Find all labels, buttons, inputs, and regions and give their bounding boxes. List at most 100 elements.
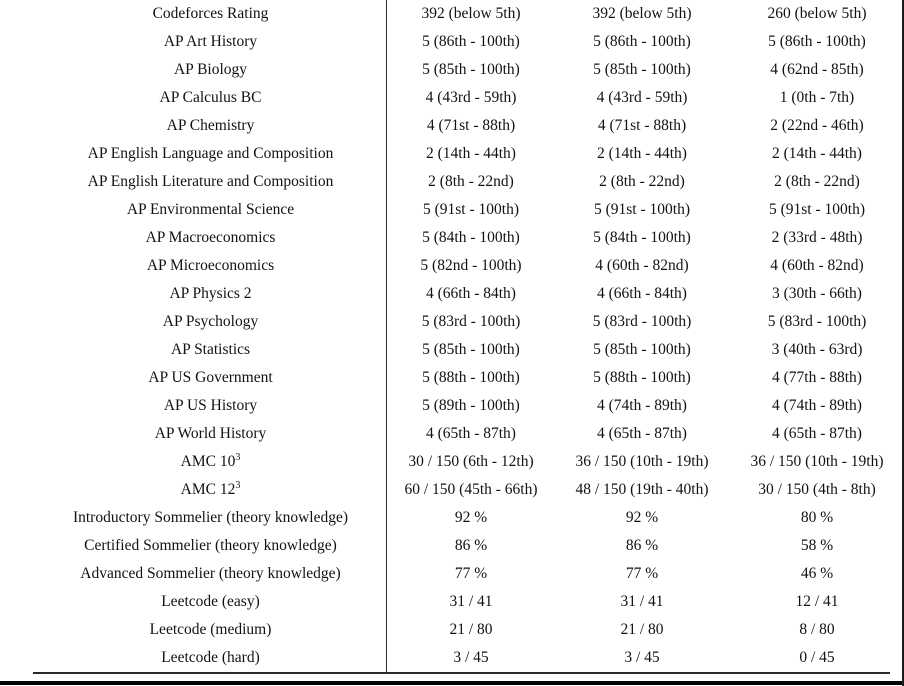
- table-row: AP English Language and Composition 2 (1…: [0, 140, 904, 168]
- exam-name-text: AP US Government: [148, 369, 273, 386]
- footnote-marker: 3: [235, 479, 241, 491]
- value-cell: 4 (71st - 88th): [597, 117, 687, 134]
- value-cell: 36 / 150 (10th - 19th): [750, 453, 884, 470]
- table-row: Leetcode (easy) 31 / 41 31 / 41 12 / 41: [0, 588, 904, 616]
- value-cell: 5 (84th - 100th): [593, 229, 691, 246]
- row-label-cell: Advanced Sommelier (theory knowledge): [0, 560, 388, 588]
- value-cell: 92 %: [625, 509, 659, 526]
- value-cell: 5 (83rd - 100th): [421, 313, 521, 330]
- value-cell: 4 (43rd - 59th): [596, 89, 688, 106]
- value-cell: 4 (65th - 87th): [597, 425, 687, 442]
- exam-results-table: Codeforces Rating 392 (below 5th) 392 (b…: [0, 0, 904, 672]
- value-cell: 5 (84th - 100th): [422, 229, 520, 246]
- table-row: AP Microeconomics 5 (82nd - 100th) 4 (60…: [0, 252, 904, 280]
- value-cell: 2 (14th - 44th): [597, 145, 687, 162]
- value-cell: 3 (30th - 66th): [772, 285, 862, 302]
- table-row: AP English Literature and Composition 2 …: [0, 168, 904, 196]
- value-cell: 4 (71st - 88th): [426, 117, 516, 134]
- value-cell: 4 (66th - 84th): [597, 285, 687, 302]
- value-cell: 3 (40th - 63rd): [771, 341, 863, 358]
- row-label-cell: AP Chemistry: [0, 112, 388, 140]
- exam-name-text: AP Macroeconomics: [145, 229, 276, 246]
- row-label-cell: Certified Sommelier (theory knowledge): [0, 532, 388, 560]
- row-label-cell: AP US History: [0, 392, 388, 420]
- value-cell: 4 (62nd - 85th): [770, 61, 864, 78]
- value-cell: 8 / 80: [799, 621, 835, 638]
- value-cell: 4 (74th - 89th): [597, 397, 687, 414]
- table-row: AP Calculus BC 4 (43rd - 59th) 4 (43rd -…: [0, 84, 904, 112]
- value-cell: 36 / 150 (10th - 19th): [575, 453, 709, 470]
- value-cell: 5 (85th - 100th): [593, 61, 691, 78]
- value-cell: 5 (89th - 100th): [422, 397, 520, 414]
- table-row: AP Physics 2 4 (66th - 84th) 4 (66th - 8…: [0, 280, 904, 308]
- value-cell: 2 (33rd - 48th): [771, 229, 863, 246]
- value-cell: 12 / 41: [795, 593, 839, 610]
- value-cell: 31 / 41: [449, 593, 493, 610]
- value-cell: 5 (88th - 100th): [422, 369, 520, 386]
- table-row: AP Art History 5 (86th - 100th) 5 (86th …: [0, 28, 904, 56]
- exam-name-text: AP Biology: [173, 61, 248, 78]
- value-cell: 2 (8th - 22nd): [774, 173, 860, 190]
- value-cell: 2 (22nd - 46th): [770, 117, 864, 134]
- value-cell: 4 (77th - 88th): [772, 369, 862, 386]
- exam-name-text: AP English Language and Composition: [87, 145, 334, 162]
- value-cell: 4 (66th - 84th): [426, 285, 516, 302]
- value-cell: 3 / 45: [624, 649, 660, 666]
- value-cell: 0 / 45: [799, 649, 835, 666]
- value-cell: 1 (0th - 7th): [779, 89, 855, 106]
- value-cell: 30 / 150 (6th - 12th): [408, 453, 534, 470]
- value-cell: 260 (below 5th): [767, 5, 867, 22]
- table-row: AP Psychology 5 (83rd - 100th) 5 (83rd -…: [0, 308, 904, 336]
- exam-name-text: AP Psychology: [162, 313, 259, 330]
- value-cell: 5 (86th - 100th): [593, 33, 691, 50]
- row-label-cell: AMC 103: [0, 448, 388, 476]
- value-cell: 30 / 150 (4th - 8th): [758, 481, 876, 498]
- exam-name-text: AP Chemistry: [166, 117, 255, 134]
- exam-name-text: AP Microeconomics: [146, 257, 275, 274]
- table-row: Leetcode (medium) 21 / 80 21 / 80 8 / 80: [0, 616, 904, 644]
- value-cell: 77 %: [625, 565, 659, 582]
- value-cell: 31 / 41: [620, 593, 664, 610]
- exam-name-text: AP Environmental Science: [126, 201, 295, 218]
- exam-name-text: Leetcode (medium): [149, 621, 272, 638]
- value-cell: 4 (74th - 89th): [772, 397, 862, 414]
- table-row: Advanced Sommelier (theory knowledge) 77…: [0, 560, 904, 588]
- value-cell: 77 %: [454, 565, 488, 582]
- value-cell: 46 %: [800, 565, 834, 582]
- value-cell: 4 (43rd - 59th): [425, 89, 517, 106]
- exam-name-text: Leetcode (easy): [161, 593, 260, 610]
- row-label-cell: Leetcode (easy): [0, 588, 388, 616]
- value-cell: 2 (8th - 22nd): [599, 173, 685, 190]
- value-cell: 392 (below 5th): [592, 5, 692, 22]
- row-label-cell: AP Environmental Science: [0, 196, 388, 224]
- row-label-cell: AP Biology: [0, 56, 388, 84]
- value-cell: 2 (14th - 44th): [426, 145, 516, 162]
- table-row: AP World History 4 (65th - 87th) 4 (65th…: [0, 420, 904, 448]
- exam-name-text: AP Statistics: [170, 341, 251, 358]
- value-cell: 4 (60th - 82nd): [770, 257, 864, 274]
- value-cell: 4 (65th - 87th): [772, 425, 862, 442]
- value-cell: 4 (60th - 82nd): [595, 257, 689, 274]
- table-row: Leetcode (hard) 3 / 45 3 / 45 0 / 45: [0, 644, 904, 672]
- value-cell: 5 (91st - 100th): [593, 201, 690, 218]
- page-bottom-border: [0, 681, 904, 685]
- row-label-cell: AP Statistics: [0, 336, 388, 364]
- exam-name-text: Certified Sommelier (theory knowledge): [84, 537, 337, 554]
- value-cell: 5 (83rd - 100th): [767, 313, 867, 330]
- row-label-cell: Introductory Sommelier (theory knowledge…: [0, 504, 388, 532]
- row-label-cell: AP World History: [0, 420, 388, 448]
- table-row: AP Macroeconomics 5 (84th - 100th) 5 (84…: [0, 224, 904, 252]
- value-cell: 5 (85th - 100th): [593, 341, 691, 358]
- table-row: Codeforces Rating 392 (below 5th) 392 (b…: [0, 0, 904, 28]
- value-cell: 5 (91st - 100th): [422, 201, 519, 218]
- exam-name-text: AMC 12: [180, 481, 236, 498]
- value-cell: 5 (86th - 100th): [768, 33, 866, 50]
- table-row: AP Statistics 5 (85th - 100th) 5 (85th -…: [0, 336, 904, 364]
- row-label-cell: AP Physics 2: [0, 280, 388, 308]
- table-row: AP Biology 5 (85th - 100th) 5 (85th - 10…: [0, 56, 904, 84]
- table-row: AP Chemistry 4 (71st - 88th) 4 (71st - 8…: [0, 112, 904, 140]
- value-cell: 5 (85th - 100th): [422, 341, 520, 358]
- row-label-cell: Codeforces Rating: [0, 0, 388, 28]
- value-cell: 4 (65th - 87th): [426, 425, 516, 442]
